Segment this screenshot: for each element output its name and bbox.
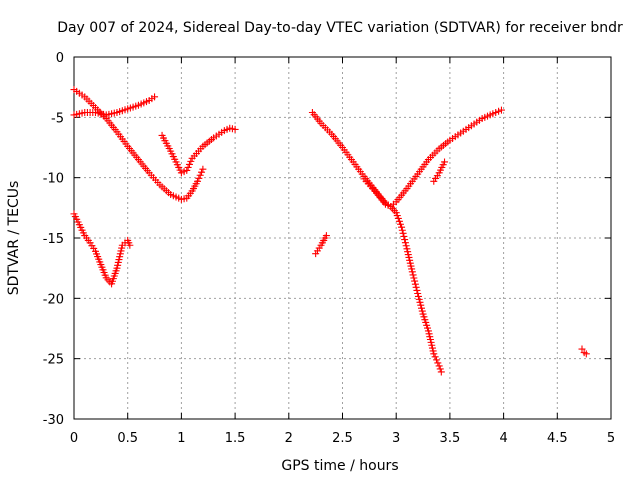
data-trail-marker [196, 171, 204, 179]
y-tick-labels: 0 -5 -10 -15 -20 -25 -30 [43, 51, 64, 428]
data-point [126, 241, 134, 249]
data-trail-marker [434, 359, 442, 367]
data-trail-marker [187, 157, 195, 165]
series-arc-2 [70, 86, 207, 203]
y-tick-label: 0 [56, 51, 64, 66]
data-point [497, 106, 505, 114]
series-arc-3 [70, 210, 134, 288]
data-point [199, 165, 207, 173]
x-tick-label: 4.5 [547, 431, 568, 446]
data-point [441, 158, 449, 166]
data-trail-marker [418, 304, 426, 312]
data-point [435, 362, 443, 370]
data-trail-marker [409, 271, 417, 279]
data-trail-marker [399, 229, 407, 237]
chart-title: Day 007 of 2024, Sidereal Day-to-day VTE… [57, 20, 623, 36]
data-trail-marker [436, 365, 444, 373]
data-trail-marker [415, 295, 423, 303]
y-tick-label: -25 [43, 353, 64, 368]
data-point [194, 177, 202, 185]
plot-frame [73, 56, 612, 420]
data-marks [70, 86, 590, 376]
y-tick-label: -15 [43, 232, 64, 247]
data-trail-marker [411, 280, 419, 288]
y-tick-label: -20 [43, 292, 64, 307]
data-trail-marker [401, 239, 409, 247]
data-point [414, 290, 422, 298]
x-tick-label: 2.5 [332, 431, 353, 446]
x-tick-label: 3 [392, 431, 400, 446]
data-trail-marker [431, 353, 439, 361]
x-tick-label: 5 [607, 431, 615, 446]
grid-layer [74, 57, 611, 419]
y-tick-label: -10 [43, 172, 64, 187]
x-tick-label: 1.5 [225, 431, 246, 446]
data-trail-marker [416, 298, 424, 306]
data-trail-marker [400, 232, 408, 240]
y-tick-label: -5 [51, 111, 64, 126]
data-trail-marker [185, 160, 193, 168]
data-trail-marker [413, 286, 421, 294]
x-tick-label: 2 [285, 431, 293, 446]
data-trail-marker [184, 163, 192, 171]
x-tick-label: 0.5 [117, 431, 138, 446]
data-point [151, 93, 159, 101]
data-point [582, 350, 590, 358]
data-trail-marker [410, 274, 418, 282]
y-axis-label: SDTVAR / TECUs [6, 181, 22, 296]
data-trail-marker [198, 168, 206, 176]
series-arc-9 [578, 345, 590, 358]
x-tick-labels: 0 0.5 1 1.5 2 2.5 3 3.5 4 4.5 5 [70, 431, 615, 446]
data-trail-marker [411, 277, 419, 285]
series-arc-5 [312, 232, 330, 258]
series-arc-6 [308, 109, 445, 376]
x-tick-label: 3.5 [440, 431, 461, 446]
data-trail-marker [432, 356, 440, 364]
data-trail-marker [401, 236, 409, 244]
data-point [578, 345, 586, 353]
x-tick-label: 0 [70, 431, 78, 446]
data-trail-marker [394, 214, 402, 222]
series-arc-7 [360, 106, 505, 211]
y-tick-label: -30 [43, 413, 64, 428]
x-tick-label: 1 [177, 431, 185, 446]
data-point [392, 209, 400, 217]
data-trail-marker [414, 292, 422, 300]
data-point [183, 166, 191, 174]
series-arc-8 [430, 158, 449, 185]
data-point [437, 368, 445, 376]
x-axis-label: GPS time / hours [281, 458, 398, 474]
data-trail-marker [412, 283, 420, 291]
data-point [231, 125, 239, 133]
data-trail-marker [395, 217, 403, 225]
data-trail-marker [195, 174, 203, 182]
data-trail-marker [417, 301, 425, 309]
data-point [322, 232, 330, 240]
data-trail-marker [393, 212, 401, 220]
data-trail-marker [396, 220, 404, 228]
data-trail-marker [398, 226, 406, 234]
data-trail-marker [418, 307, 426, 315]
x-tick-label: 4 [499, 431, 507, 446]
series-arc-4 [158, 124, 239, 177]
data-point [398, 223, 406, 231]
data-point [408, 268, 416, 276]
data-point [430, 350, 438, 358]
data-trail-marker [402, 242, 410, 250]
